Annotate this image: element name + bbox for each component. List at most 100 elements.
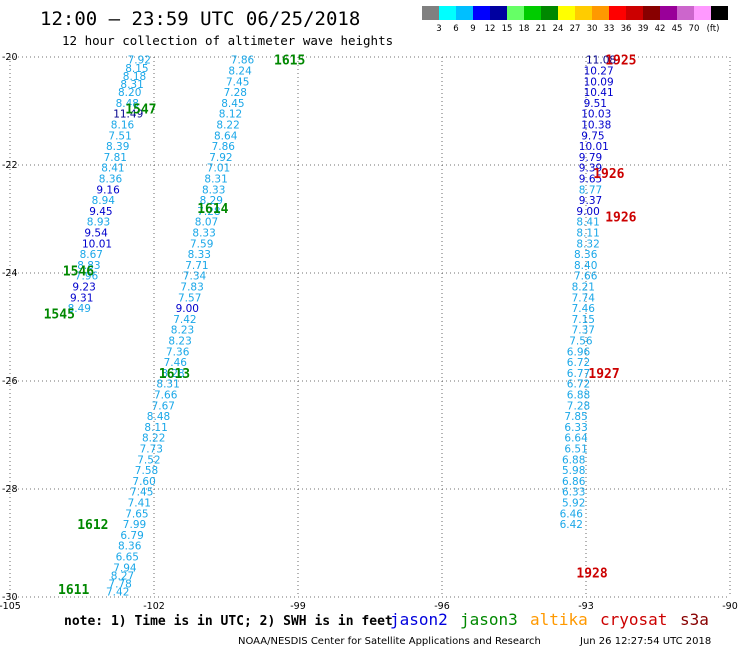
- wave-height-value: 8.48: [116, 98, 139, 110]
- legend-label: 45: [672, 24, 683, 34]
- wave-height-value: 7.42: [173, 314, 196, 326]
- y-tick-label: -22: [2, 160, 18, 171]
- x-tick-label: -93: [578, 601, 594, 612]
- wave-height-value: 10.01: [82, 238, 112, 250]
- wave-height-value: 7.15: [572, 314, 595, 326]
- wave-height-value: 10.41: [584, 87, 614, 99]
- wave-height-value: 8.33: [192, 228, 215, 240]
- legend-swatch: [592, 6, 609, 20]
- legend-label: 36: [621, 24, 632, 34]
- legend-swatch: [490, 6, 507, 20]
- satellite-altika: altika: [530, 610, 588, 629]
- track-time-label: 1926: [593, 167, 624, 182]
- wave-height-value: 7.58: [135, 465, 158, 477]
- wave-height-value: 8.64: [214, 130, 238, 142]
- wave-height-value: 9.16: [96, 184, 120, 196]
- wave-height-value: 6.88: [567, 390, 590, 402]
- legend-label: 18: [519, 24, 530, 34]
- wave-height-value: 8.45: [221, 98, 244, 110]
- wave-height-value: 6.77: [567, 368, 590, 380]
- legend-swatch: [660, 6, 677, 20]
- wave-height-value: 7.45: [226, 76, 249, 88]
- satellite-jason2: jason2: [390, 610, 448, 629]
- wave-height-value: 7.74: [572, 292, 596, 304]
- wave-height-value: 6.96: [567, 346, 591, 358]
- wave-height-value: 7.41: [128, 498, 151, 510]
- wave-height-value: 8.15: [125, 63, 148, 75]
- satellite-s3a: s3a: [680, 610, 709, 629]
- wave-height-value: 7.57: [178, 292, 201, 304]
- wave-height-value: 9.39: [579, 163, 602, 175]
- wave-height-value: 7.37: [572, 325, 595, 337]
- wave-height-value: 7.67: [152, 400, 175, 412]
- track-time-label: 1613: [159, 367, 190, 382]
- wave-height-value: 6.72: [567, 357, 590, 369]
- x-tick-label: -99: [290, 601, 306, 612]
- legend-swatch: [694, 6, 711, 20]
- legend-swatch: [524, 6, 541, 20]
- legend-swatch: [473, 6, 490, 20]
- footer-credit: NOAA/NESDIS Center for Satellite Applica…: [238, 636, 541, 647]
- wave-height-value: 8.11: [144, 422, 167, 434]
- legend-label: 30: [587, 24, 598, 34]
- track-time-label: 1614: [197, 202, 228, 217]
- track-time-label: 1546: [63, 264, 94, 279]
- wave-height-value: 8.31: [156, 379, 179, 391]
- axes: -105 -102 -99 -96 -93 -90 -20 -22 -24 -26 -28 -30: [0, 52, 738, 612]
- wave-height-value: 9.54: [84, 228, 108, 240]
- wave-height-value: 8.33: [188, 249, 211, 261]
- legend-swatch: [422, 6, 439, 20]
- wave-height-value: 8.11: [576, 228, 599, 240]
- wave-height-value: 8.16: [111, 120, 135, 132]
- wave-height-value: 8.32: [576, 238, 599, 250]
- wave-height-value: 6.72: [567, 379, 590, 391]
- wave-height-value: 7.42: [106, 587, 129, 599]
- y-tick-label: -28: [2, 484, 18, 495]
- wave-height-value: 8.18: [123, 71, 146, 83]
- wave-height-value: 7.59: [190, 238, 213, 250]
- track-time-label: 1547: [125, 102, 156, 117]
- wave-height-value: 9.00: [576, 206, 599, 218]
- legend-swatch: [677, 6, 694, 20]
- track-time-label: 1928: [576, 567, 607, 582]
- wave-height-value: 10.03: [581, 109, 611, 121]
- wave-height-value: 9.75: [581, 130, 604, 142]
- wave-height-value: 8.31: [204, 174, 227, 186]
- legend-label: 33: [604, 24, 615, 34]
- wave-height-value: 8.31: [120, 79, 143, 91]
- wave-height-value: 7.46: [164, 357, 188, 369]
- wave-height-value: 8.22: [216, 120, 239, 132]
- footer-note: note: 1) Time is in UTC; 2) SWH is in fe…: [64, 614, 393, 629]
- wave-height-value: 8.23: [168, 336, 191, 348]
- legend-label: 24: [553, 24, 564, 34]
- x-tick-label: -96: [434, 601, 450, 612]
- legend-label: 39: [638, 24, 649, 34]
- wave-height-value: 8.49: [68, 303, 91, 315]
- wave-height-value: 8.41: [576, 217, 599, 229]
- wave-height-value: 8.77: [579, 184, 602, 196]
- wave-height-value: 5.98: [562, 465, 585, 477]
- wave-height-value: 8.94: [92, 195, 116, 207]
- x-tick-label: -105: [0, 601, 21, 612]
- track-time-label: 1611: [58, 583, 89, 598]
- footer-timestamp: Jun 26 12:27:54 UTC 2018: [579, 636, 711, 647]
- wave-height-value: 7.92: [128, 55, 151, 67]
- wave-height-value: 8.48: [147, 411, 170, 423]
- wave-height-value: 7.71: [185, 260, 208, 272]
- wave-height-value: 6.46: [560, 508, 584, 520]
- wave-height-value: 9.45: [89, 206, 112, 218]
- wave-height-value: 10.27: [584, 66, 614, 78]
- track-time-labels: 1547 1546 1545 1615 1614 1613 1612 1611 1925 1926…: [44, 54, 637, 598]
- satellite-jason3: jason3: [460, 610, 518, 629]
- track-time-label: 1927: [588, 367, 619, 382]
- chart-subtitle: 12 hour collection of altimeter wave hei…: [62, 33, 393, 48]
- legend-swatch: [439, 6, 456, 20]
- wave-height-value: 8.21: [572, 282, 595, 294]
- wave-height-value: 8.40: [574, 260, 597, 272]
- wave-height-value: 7.01: [207, 163, 230, 175]
- wave-height-value: 10.01: [579, 141, 609, 153]
- wave-height-value: 10.38: [581, 120, 611, 132]
- wave-height-value: 7.96: [75, 271, 99, 283]
- wave-height-value: 8.12: [219, 109, 242, 121]
